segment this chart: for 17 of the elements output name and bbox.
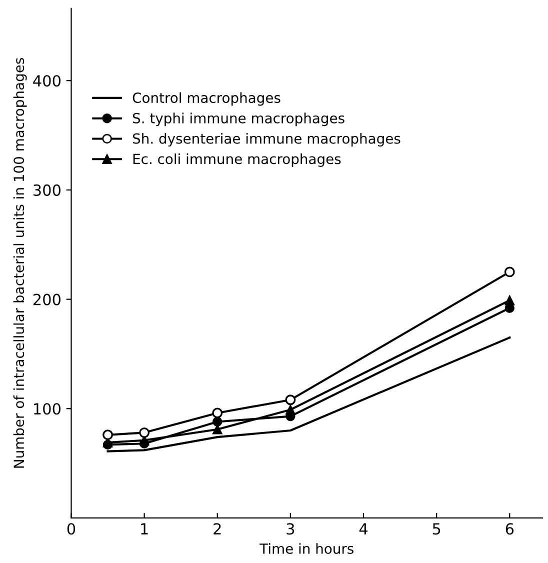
x-tick-label: 0 — [67, 523, 76, 535]
y-tick-label: 200 — [33, 294, 61, 306]
y-tick-label: 400 — [33, 75, 61, 87]
x-tick-label: 5 — [432, 523, 440, 535]
legend-label: Ec. coli immune macrophages — [133, 153, 341, 167]
y-tick-label: 100 — [34, 403, 61, 415]
legend-label: Sh. dysenteriae immune macrophages — [132, 133, 400, 146]
x-tick-label: 3 — [286, 523, 294, 535]
legend-label: S. typhi immune macrophages — [132, 112, 344, 126]
x-tick-label: 4 — [359, 523, 368, 534]
y-axis-title: Number of intracellular bacterial units in 100 macrophages — [13, 58, 27, 468]
x-tick-label: 1 — [141, 523, 148, 534]
y-tick-label: 300 — [34, 184, 61, 196]
x-tick-label: 2 — [214, 523, 221, 534]
x-axis-title: Time in hours — [260, 543, 354, 554]
x-tick-label: 6 — [506, 523, 514, 535]
legend-label: Control macrophages — [132, 92, 280, 106]
